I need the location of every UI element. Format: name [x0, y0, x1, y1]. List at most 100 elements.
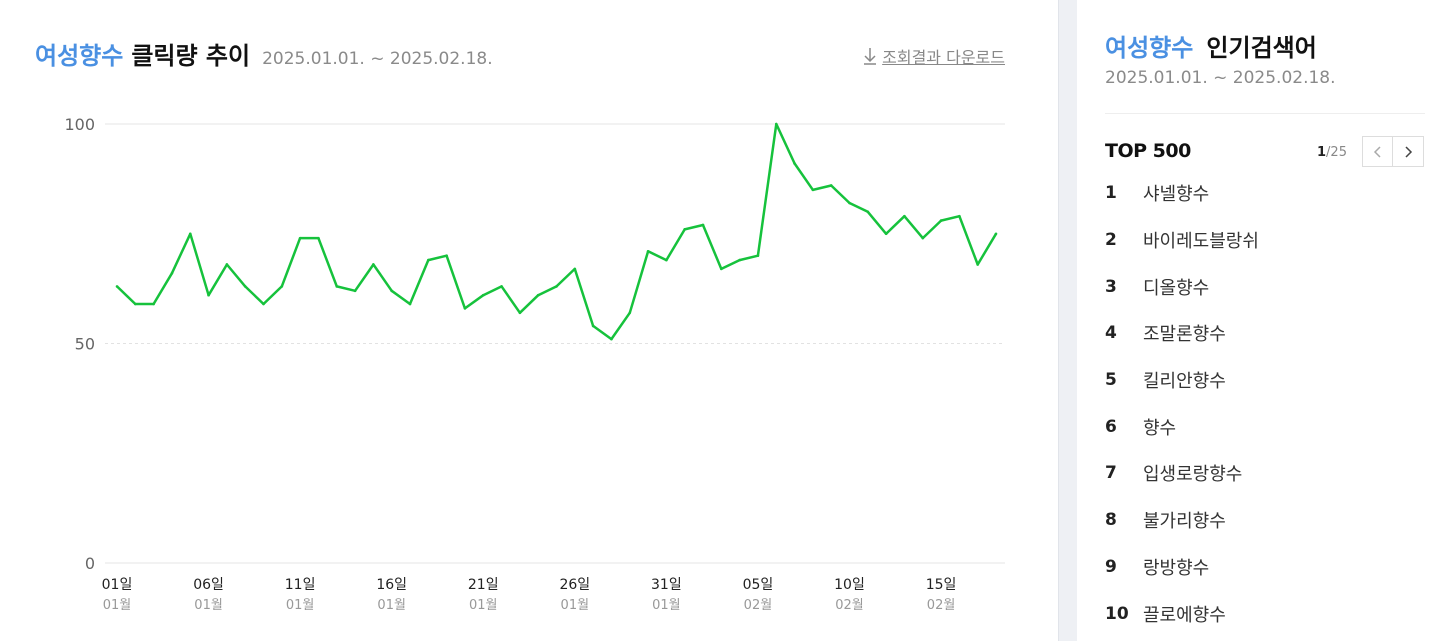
keyword-rank-item[interactable]: 4 조말론향수 — [1105, 310, 1259, 357]
rank-number: 2 — [1105, 230, 1117, 251]
keyword-rank-item[interactable]: 2 바이레도블랑쉬 — [1105, 217, 1259, 264]
data-point — [866, 210, 870, 214]
keyword-rank-item[interactable]: 3 디올향수 — [1105, 263, 1259, 310]
line-chart: 0 50 100 01일 01월 06일 01월 11일 01월 16일 01월 21일 01월 26일 0… — [64, 115, 1005, 613]
x-tick-label-day: 26일 — [559, 577, 590, 593]
data-point — [518, 311, 522, 315]
data-point — [903, 214, 906, 218]
x-tick-label-day: 06일 — [193, 577, 224, 593]
data-point — [701, 223, 705, 227]
data-point — [225, 263, 229, 266]
data-point — [298, 236, 302, 240]
x-tick-label-month: 02월 — [927, 598, 956, 613]
data-point — [262, 302, 265, 306]
rank-number: 1 — [1105, 183, 1117, 204]
data-point — [939, 219, 943, 222]
data-point — [628, 311, 632, 315]
keyword-rank-item[interactable]: 8 불가리향수 — [1105, 497, 1259, 544]
x-tick-label-day: 01일 — [102, 577, 133, 593]
rank-number: 6 — [1105, 416, 1117, 437]
rank-keyword: 샤넬향수 — [1143, 184, 1210, 206]
data-point — [958, 214, 961, 218]
y-tick-label: 0 — [85, 554, 95, 573]
sidebar-title-keyword: 여성향수 — [1105, 34, 1194, 62]
x-tick-label-day: 16일 — [376, 577, 407, 593]
x-tick-label-month: 01월 — [469, 598, 498, 613]
data-point — [683, 228, 686, 231]
chart-title: 여성향수 클릭량 추이 2025.01.01. ~ 2025.02.18. — [35, 36, 493, 71]
rank-keyword: 랑방향수 — [1143, 557, 1210, 579]
data-point — [408, 302, 412, 306]
page-indicator: 1/25 — [1317, 145, 1347, 160]
data-point — [793, 162, 796, 165]
data-point — [720, 267, 723, 271]
keyword-rank-item[interactable]: 10 끌로에향수 — [1105, 590, 1259, 637]
data-point — [445, 254, 448, 257]
data-point — [738, 258, 741, 262]
chart-date-range: 2025.01.01. ~ 2025.02.18. — [262, 49, 493, 69]
data-point — [207, 293, 210, 297]
x-tick-label-month: 01월 — [561, 598, 590, 613]
data-point — [921, 236, 925, 240]
data-point — [243, 285, 247, 288]
data-point — [848, 201, 851, 205]
rank-number: 8 — [1105, 510, 1117, 531]
chart-title-text: 클릭량 추이 — [131, 42, 251, 70]
data-point — [884, 232, 888, 236]
rank-keyword: 디올향수 — [1143, 277, 1210, 299]
data-point — [774, 122, 778, 126]
data-point — [372, 263, 375, 266]
rank-number: 3 — [1105, 276, 1117, 297]
data-point — [317, 236, 320, 240]
chevron-left-icon — [1373, 145, 1381, 158]
keyword-rank-item[interactable]: 6 향수 — [1105, 403, 1259, 450]
data-point — [390, 289, 393, 293]
panel-divider — [1058, 0, 1078, 641]
data-point — [665, 258, 668, 262]
rank-keyword: 향수 — [1143, 417, 1177, 439]
keyword-rank-item[interactable]: 1 샤넬향수 — [1105, 170, 1259, 217]
prev-page-button[interactable] — [1362, 136, 1393, 167]
data-point — [463, 307, 467, 310]
download-icon — [864, 48, 877, 65]
sidebar-date-range: 2025.01.01. ~ 2025.02.18. — [1105, 68, 1336, 88]
rank-number: 5 — [1105, 370, 1117, 391]
download-results-link[interactable]: 조회결과 다운로드 — [862, 44, 1005, 68]
x-tick-label-month: 01월 — [377, 598, 406, 613]
rank-number: 10 — [1105, 603, 1129, 624]
rank-number: 4 — [1105, 323, 1117, 344]
x-tick-label-month: 01월 — [652, 598, 681, 613]
keyword-rank-list: 1 샤넬향수 2 바이레도블랑쉬 3 디올향수 4 조말론향수 5 킬리안향수 6 향수 7 입생로랑향수… — [1105, 170, 1259, 637]
keyword-rank-item[interactable]: 7 입생로랑향수 — [1105, 450, 1259, 497]
data-point — [811, 188, 815, 192]
pagination-controls — [1362, 136, 1424, 167]
data-point — [646, 250, 650, 253]
next-page-button[interactable] — [1393, 136, 1424, 167]
keyword-rank-item[interactable]: 5 킬리안향수 — [1105, 357, 1259, 404]
popular-keywords-panel: 여성향수 인기검색어 2025.01.01. ~ 2025.02.18. TOP… — [1077, 0, 1438, 641]
y-tick-label: 100 — [64, 115, 95, 134]
keyword-rank-item[interactable]: 9 랑방향수 — [1105, 544, 1259, 591]
rank-keyword: 바이레도블랑쉬 — [1143, 231, 1259, 253]
rank-number: 9 — [1105, 556, 1117, 577]
data-point — [115, 285, 119, 288]
data-point — [610, 337, 613, 341]
rank-keyword: 입생로랑향수 — [1143, 464, 1243, 486]
rank-keyword: 킬리안향수 — [1143, 371, 1226, 393]
rank-keyword: 끌로에향수 — [1143, 604, 1226, 626]
sidebar-title: 여성향수 인기검색어 — [1105, 28, 1317, 63]
x-tick-label-day: 11일 — [285, 577, 316, 593]
x-tick-label-day: 31일 — [651, 577, 682, 593]
download-label: 조회결과 다운로드 — [882, 48, 1005, 67]
x-tick-label-month: 01월 — [194, 598, 223, 613]
x-tick-label-day: 05일 — [743, 577, 774, 593]
x-tick-label-month: 01월 — [103, 598, 132, 613]
page-current: 1 — [1317, 145, 1327, 160]
chart-panel: 여성향수 클릭량 추이 2025.01.01. ~ 2025.02.18. 조회… — [35, 36, 1005, 613]
data-point — [536, 293, 540, 297]
data-point — [188, 232, 192, 236]
rank-keyword: 조말론향수 — [1143, 324, 1226, 346]
data-point — [481, 293, 485, 297]
data-point — [134, 302, 137, 306]
data-point — [500, 285, 503, 288]
